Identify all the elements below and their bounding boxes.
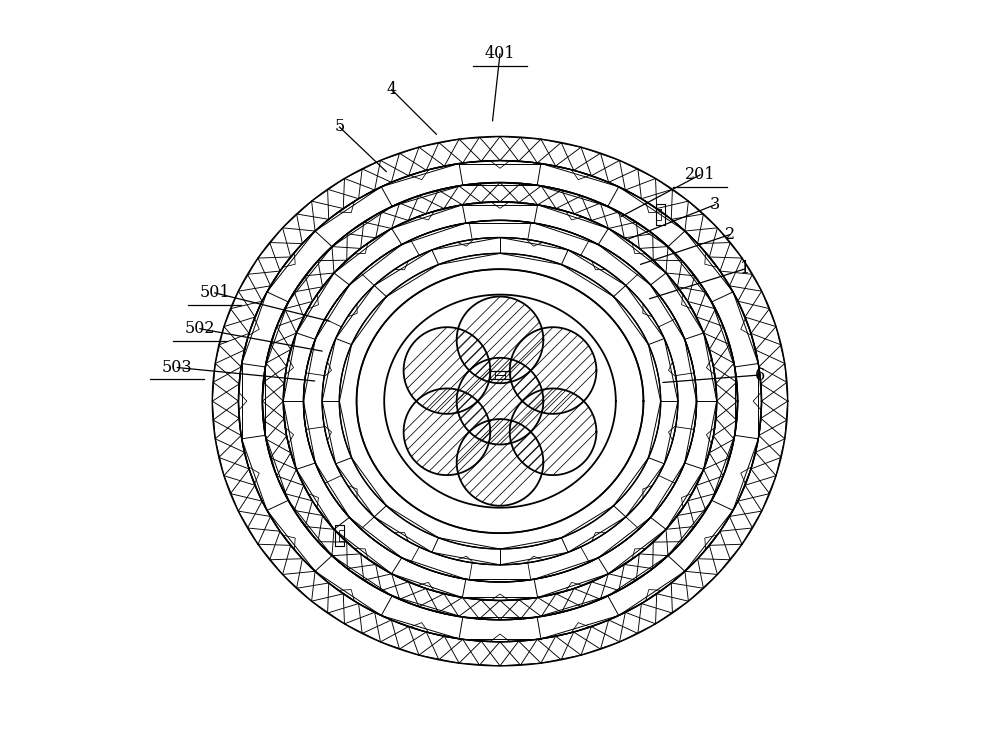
- Text: 401: 401: [485, 45, 515, 62]
- Text: 501: 501: [199, 284, 230, 302]
- Text: 3: 3: [710, 196, 720, 213]
- Text: 4: 4: [387, 81, 397, 98]
- Text: 2: 2: [725, 226, 735, 243]
- Text: 6: 6: [755, 367, 765, 383]
- Text: 201: 201: [685, 166, 716, 183]
- Text: 5: 5: [334, 118, 344, 136]
- Text: 503: 503: [162, 359, 193, 376]
- Text: 1: 1: [740, 260, 750, 278]
- Text: 502: 502: [184, 320, 215, 338]
